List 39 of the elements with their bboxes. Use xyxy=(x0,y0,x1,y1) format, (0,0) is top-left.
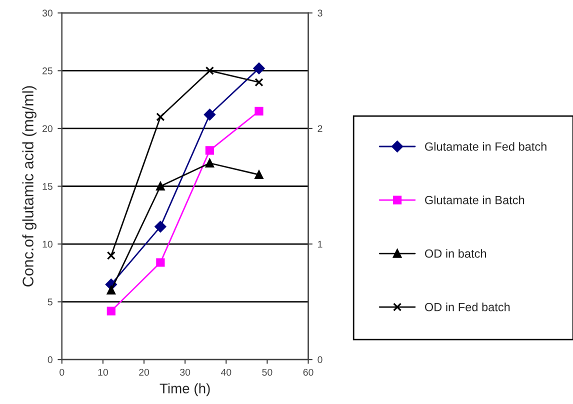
point xyxy=(156,258,165,267)
point xyxy=(205,66,214,76)
y-axis-title: Conc.of glutamic acid (mg/ml) xyxy=(22,86,36,286)
x-tick-label: 0 xyxy=(60,368,64,376)
legend-label: OD in Fed batch xyxy=(424,302,510,312)
point xyxy=(156,112,165,122)
y2-tick-label: 0 xyxy=(318,356,322,364)
point xyxy=(253,62,265,74)
point xyxy=(254,78,264,87)
y2-tick-label: 1 xyxy=(318,240,322,248)
point xyxy=(254,170,264,179)
point xyxy=(106,306,116,316)
x-tick-label: 40 xyxy=(220,368,232,376)
point xyxy=(205,146,214,155)
y-tick-label: 5 xyxy=(48,298,52,306)
y2-tick-label: 3 xyxy=(318,10,322,17)
y-tick-label: 15 xyxy=(42,183,52,190)
x-tick-label: 60 xyxy=(303,368,314,376)
legend-label: Glutamate in Fed batch xyxy=(425,142,546,151)
point xyxy=(204,108,216,120)
x-tick-label: 10 xyxy=(98,368,108,376)
point xyxy=(154,220,166,232)
point xyxy=(156,182,165,191)
point xyxy=(254,106,264,116)
x-tick-label: 50 xyxy=(262,368,272,376)
y-tick-label: 10 xyxy=(42,240,52,248)
point xyxy=(106,286,116,295)
y2-tick-label: 2 xyxy=(318,125,322,132)
y-tick-label: 25 xyxy=(42,67,52,74)
point xyxy=(106,251,116,260)
x-tick-label: 30 xyxy=(180,368,190,376)
legend-label: Glutamate in Batch xyxy=(425,196,524,204)
legend-label: OD in batch xyxy=(424,249,486,258)
x-axis-title: Time (h) xyxy=(160,383,210,396)
y-tick-label: 0 xyxy=(48,356,52,364)
y-tick-label: 20 xyxy=(42,125,52,132)
y-tick-label: 30 xyxy=(42,10,52,17)
x-tick-label: 20 xyxy=(139,368,150,376)
point xyxy=(205,158,214,168)
